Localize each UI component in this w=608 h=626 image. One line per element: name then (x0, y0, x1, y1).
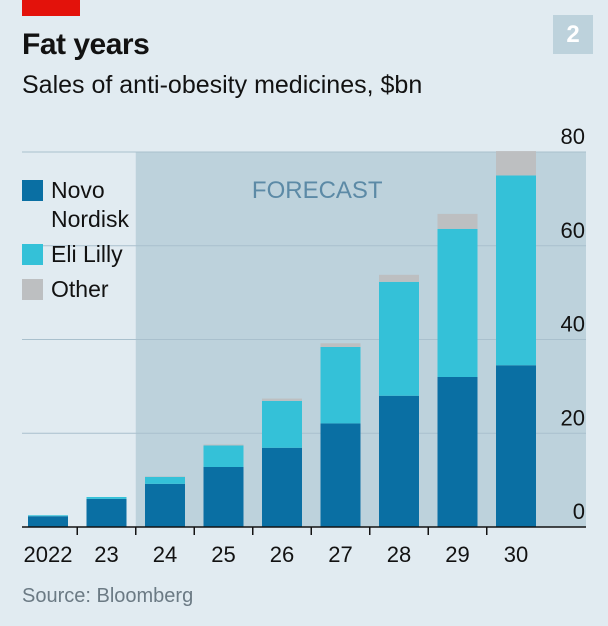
bar-novo-nordisk-27 (320, 423, 361, 527)
forecast-label: FORECAST (252, 177, 383, 204)
bar-novo-nordisk-29 (437, 377, 478, 527)
x-tick-label: 29 (445, 542, 469, 567)
bar-eli-lilly-26 (262, 400, 302, 448)
chart-number-badge: 2 (553, 15, 593, 54)
x-tick-label: 28 (387, 542, 411, 567)
x-tick-label: 23 (94, 542, 118, 567)
bar-novo-nordisk-23 (86, 498, 127, 527)
gridlines (22, 151, 586, 434)
x-tick-label: 25 (211, 542, 235, 567)
x-tick-label: 24 (153, 542, 177, 567)
x-tick-label: 2022 (24, 542, 73, 567)
bar-other-26 (262, 398, 302, 401)
legend-item-other: Other (22, 275, 166, 304)
bar-eli-lilly-30 (496, 175, 536, 366)
bar-novo-nordisk-26 (262, 447, 302, 527)
x-tick-label: 30 (504, 542, 528, 567)
y-tick-label: 80 (561, 124, 585, 149)
bar-novo-nordisk-28 (379, 395, 419, 527)
x-tick-label: 26 (270, 542, 294, 567)
bar-eli-lilly-2022 (28, 515, 68, 517)
bar-novo-nordisk-25 (203, 467, 244, 527)
source-note: Source: Bloomberg (22, 585, 194, 607)
bar-eli-lilly-27 (320, 347, 361, 424)
y-tick-label: 20 (561, 405, 585, 430)
y-tick-label: 40 (561, 312, 585, 337)
legend-label: Eli Lilly (51, 241, 123, 267)
x-tick-label: 27 (328, 542, 352, 567)
legend-swatch-eli-lilly (22, 244, 43, 265)
bar-eli-lilly-29 (437, 228, 478, 377)
bar-other-29 (437, 213, 478, 229)
bar-eli-lilly-23 (86, 497, 127, 499)
bar-novo-nordisk-30 (496, 365, 536, 527)
bar-other-27 (320, 343, 361, 347)
bar-other-30 (496, 151, 536, 176)
bar-other-25 (203, 444, 244, 446)
legend-label: Novo Nordisk (51, 177, 129, 232)
bar-eli-lilly-28 (379, 281, 419, 396)
legend-item-novo-nordisk: Novo Nordisk (22, 176, 166, 234)
chart-title: Fat years (22, 28, 150, 61)
bar-novo-nordisk-24 (145, 483, 185, 527)
chart-subtitle: Sales of anti-obesity medicines, $bn (22, 71, 423, 99)
legend-item-eli-lilly: Eli Lilly (22, 240, 166, 269)
y-tick-label: 60 (561, 218, 585, 243)
bar-other-28 (379, 274, 419, 282)
legend-label: Other (51, 276, 109, 302)
bar-eli-lilly-24 (145, 476, 185, 484)
bars (28, 151, 536, 527)
axis-labels: 0 20 40 60 80 2022 23 24 25 26 27 28 29 30 (24, 124, 585, 567)
legend-swatch-other (22, 279, 43, 300)
y-tick-label: 0 (573, 499, 585, 524)
bar-novo-nordisk-2022 (28, 516, 68, 527)
bar-eli-lilly-25 (203, 445, 244, 467)
brand-tag (22, 0, 80, 16)
legend-swatch-novo-nordisk (22, 180, 43, 201)
legend: Novo Nordisk Eli Lilly Other (22, 176, 166, 304)
